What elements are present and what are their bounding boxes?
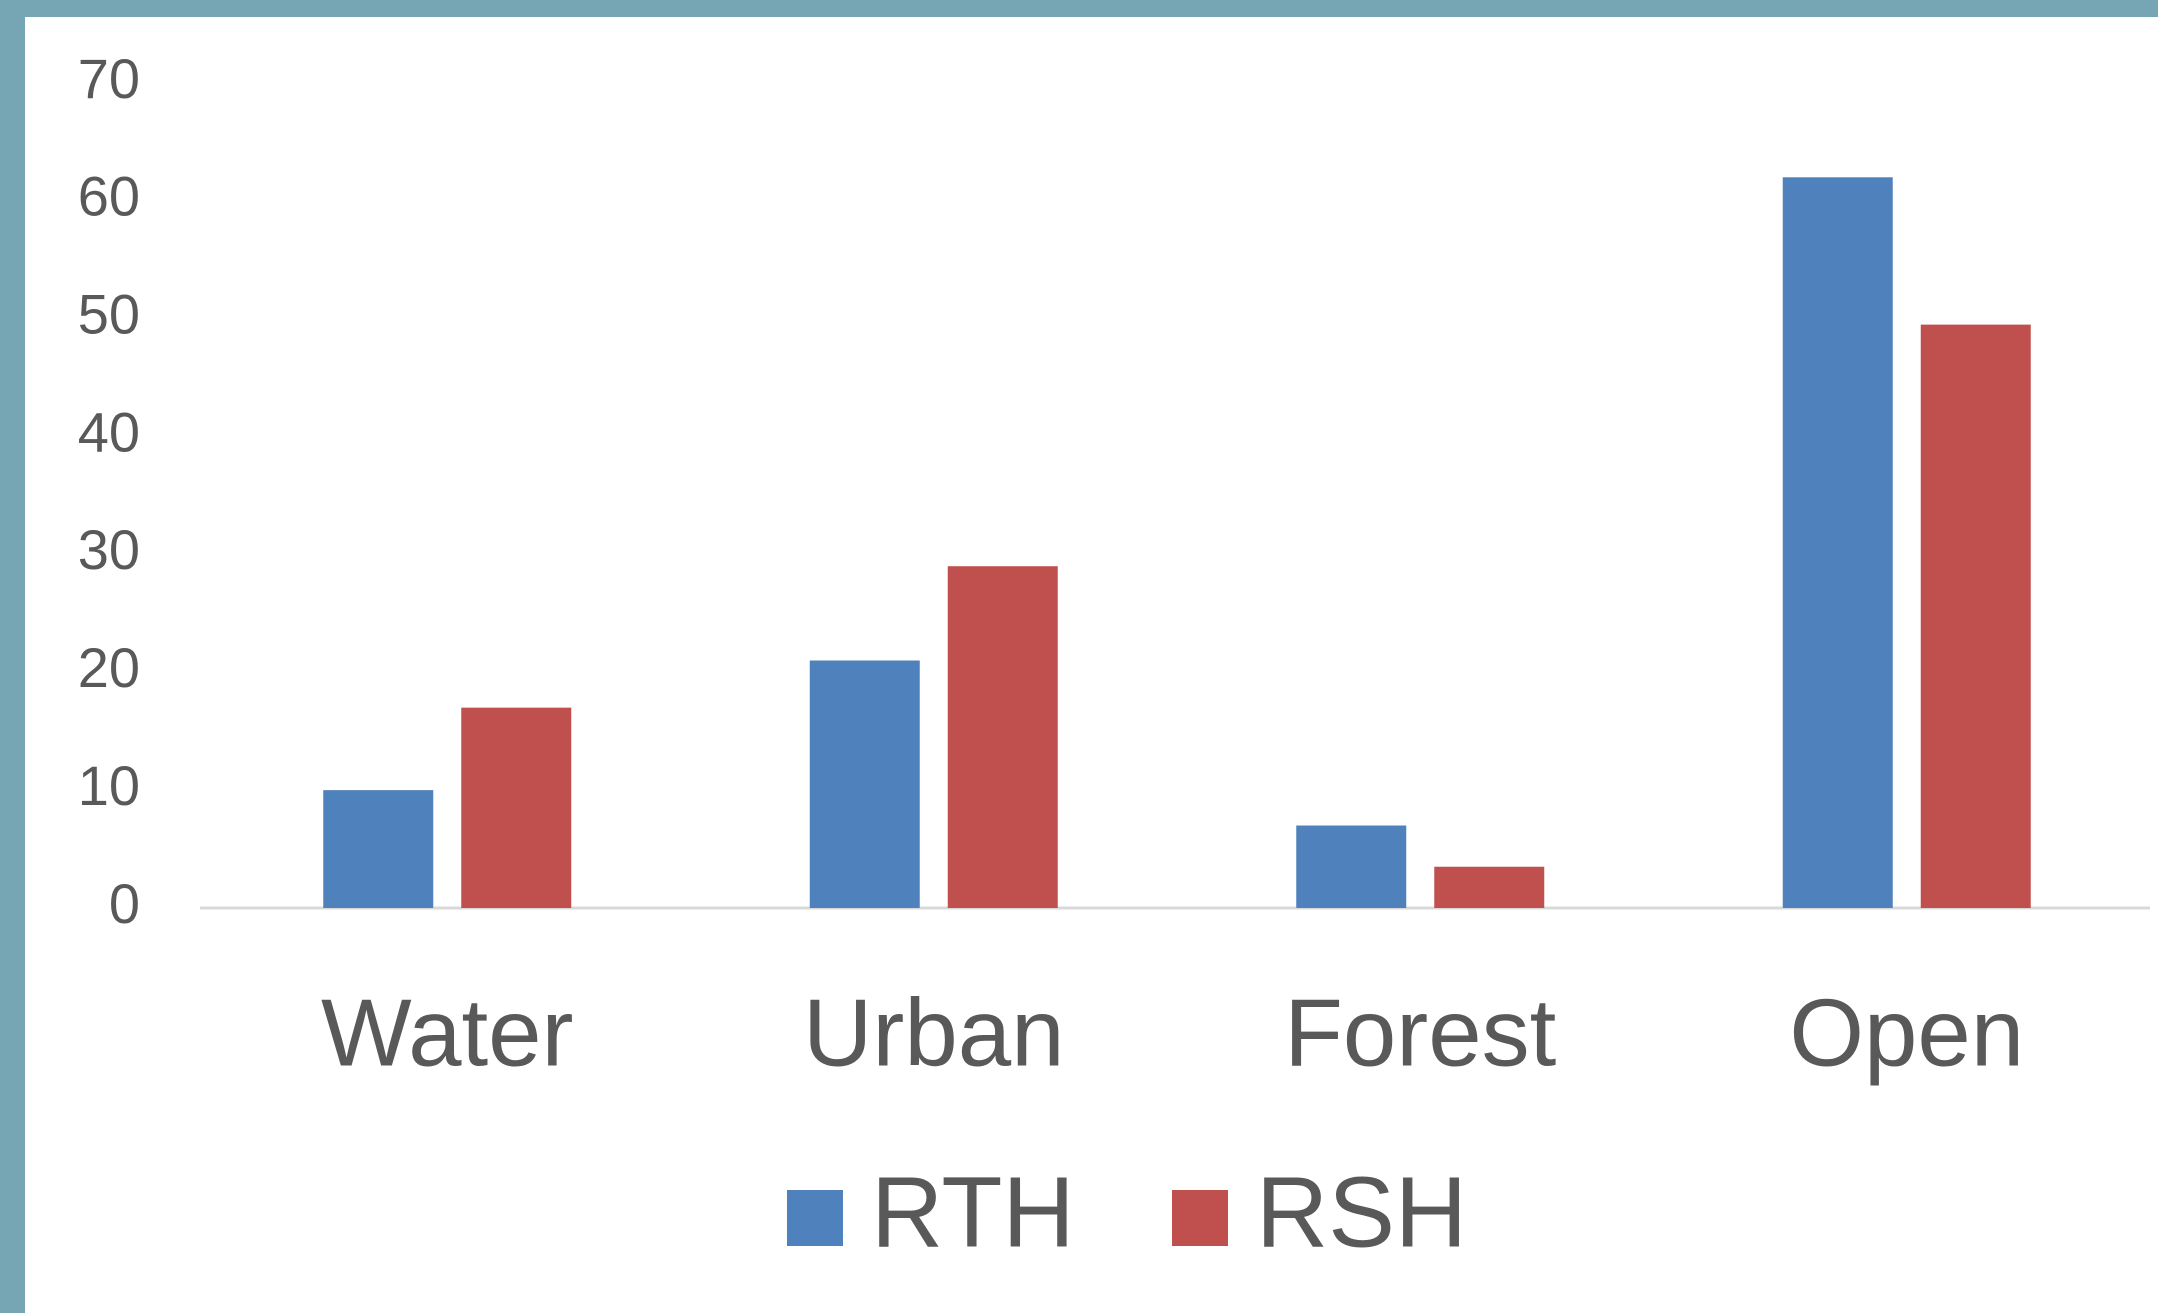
- legend-label: RTH: [871, 1156, 1075, 1268]
- y-tick-label: 50: [78, 283, 140, 346]
- y-tick-label: 70: [78, 47, 140, 110]
- frame-left: [0, 0, 25, 1313]
- x-tick-label: Forest: [1284, 979, 1556, 1086]
- x-tick-label: Water: [321, 979, 573, 1086]
- bar: [461, 707, 572, 908]
- y-tick-label: 20: [78, 636, 140, 699]
- bar: [947, 566, 1058, 908]
- bar: [1434, 866, 1545, 908]
- legend-swatch: [787, 1190, 843, 1246]
- legend-label: RSH: [1256, 1156, 1467, 1268]
- bar: [323, 790, 434, 908]
- y-tick-label: 0: [109, 872, 140, 935]
- frame-top: [0, 0, 2158, 17]
- bar: [1782, 177, 1893, 909]
- bar: [809, 660, 920, 908]
- y-tick-label: 60: [78, 165, 140, 228]
- x-tick-label: Urban: [803, 979, 1064, 1086]
- y-tick-label: 30: [78, 518, 140, 581]
- x-tick-label: Open: [1789, 979, 2024, 1086]
- bar: [1296, 825, 1407, 908]
- y-tick-label: 40: [78, 400, 140, 463]
- y-tick-label: 10: [78, 754, 140, 817]
- legend-swatch: [1172, 1190, 1228, 1246]
- bar: [1920, 324, 2031, 908]
